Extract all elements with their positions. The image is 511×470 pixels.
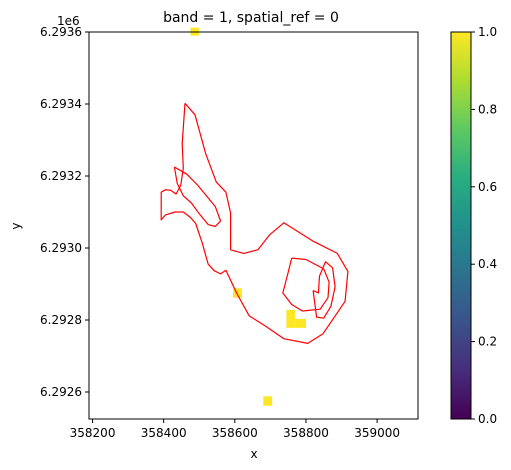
y-axis: 6.2926 6.2928 6.2930 6.2932 6.2934 6.2936 <box>40 25 89 399</box>
colorbar-tick-label: 0.8 <box>478 102 497 116</box>
chart-title: band = 1, spatial_ref = 0 <box>163 10 339 26</box>
raster-cell-3 <box>295 318 306 328</box>
inner-boundary <box>173 166 222 227</box>
y-offset-label: 1e6 <box>57 14 80 28</box>
colorbar-tick-label: 0.2 <box>478 335 497 349</box>
x-tick-label: 359000 <box>354 426 400 440</box>
colorbar-tick-label: 0.6 <box>478 180 497 194</box>
y-axis-label: y <box>9 222 23 229</box>
x-axis: 358200 358400 358600 358800 359000 <box>70 419 400 440</box>
y-tick-label: 6.2932 <box>40 169 82 183</box>
raster-cell-1 <box>233 288 242 298</box>
outer-boundary <box>160 102 349 344</box>
x-tick-label: 358800 <box>283 426 329 440</box>
colorbar-tick-label: 1.0 <box>478 25 497 39</box>
y-tick-label: 6.2926 <box>40 385 82 399</box>
colorbar-tick-label: 0.4 <box>478 257 497 271</box>
colorbar-tick-label: 0.0 <box>478 412 497 426</box>
y-tick-label: 6.2936 <box>40 25 82 39</box>
colorbar-axis: 0.0 0.2 0.4 0.6 0.8 1.0 <box>471 25 497 426</box>
raster-cell-2 <box>286 309 296 328</box>
plot-area <box>160 27 349 406</box>
loop-boundary <box>312 261 336 319</box>
x-tick-label: 358200 <box>70 426 116 440</box>
y-tick-label: 6.2934 <box>40 97 82 111</box>
plot-frame <box>88 31 419 420</box>
x-axis-label: x <box>250 447 257 461</box>
colorbar <box>451 32 471 419</box>
x-tick-label: 358400 <box>141 426 187 440</box>
y-tick-label: 6.2928 <box>40 313 82 327</box>
colorbar-frame <box>450 31 472 420</box>
ring-boundary <box>282 257 330 312</box>
raster-cell-4 <box>263 396 273 406</box>
x-tick-label: 358600 <box>212 426 258 440</box>
y-tick-label: 6.2930 <box>40 241 82 255</box>
